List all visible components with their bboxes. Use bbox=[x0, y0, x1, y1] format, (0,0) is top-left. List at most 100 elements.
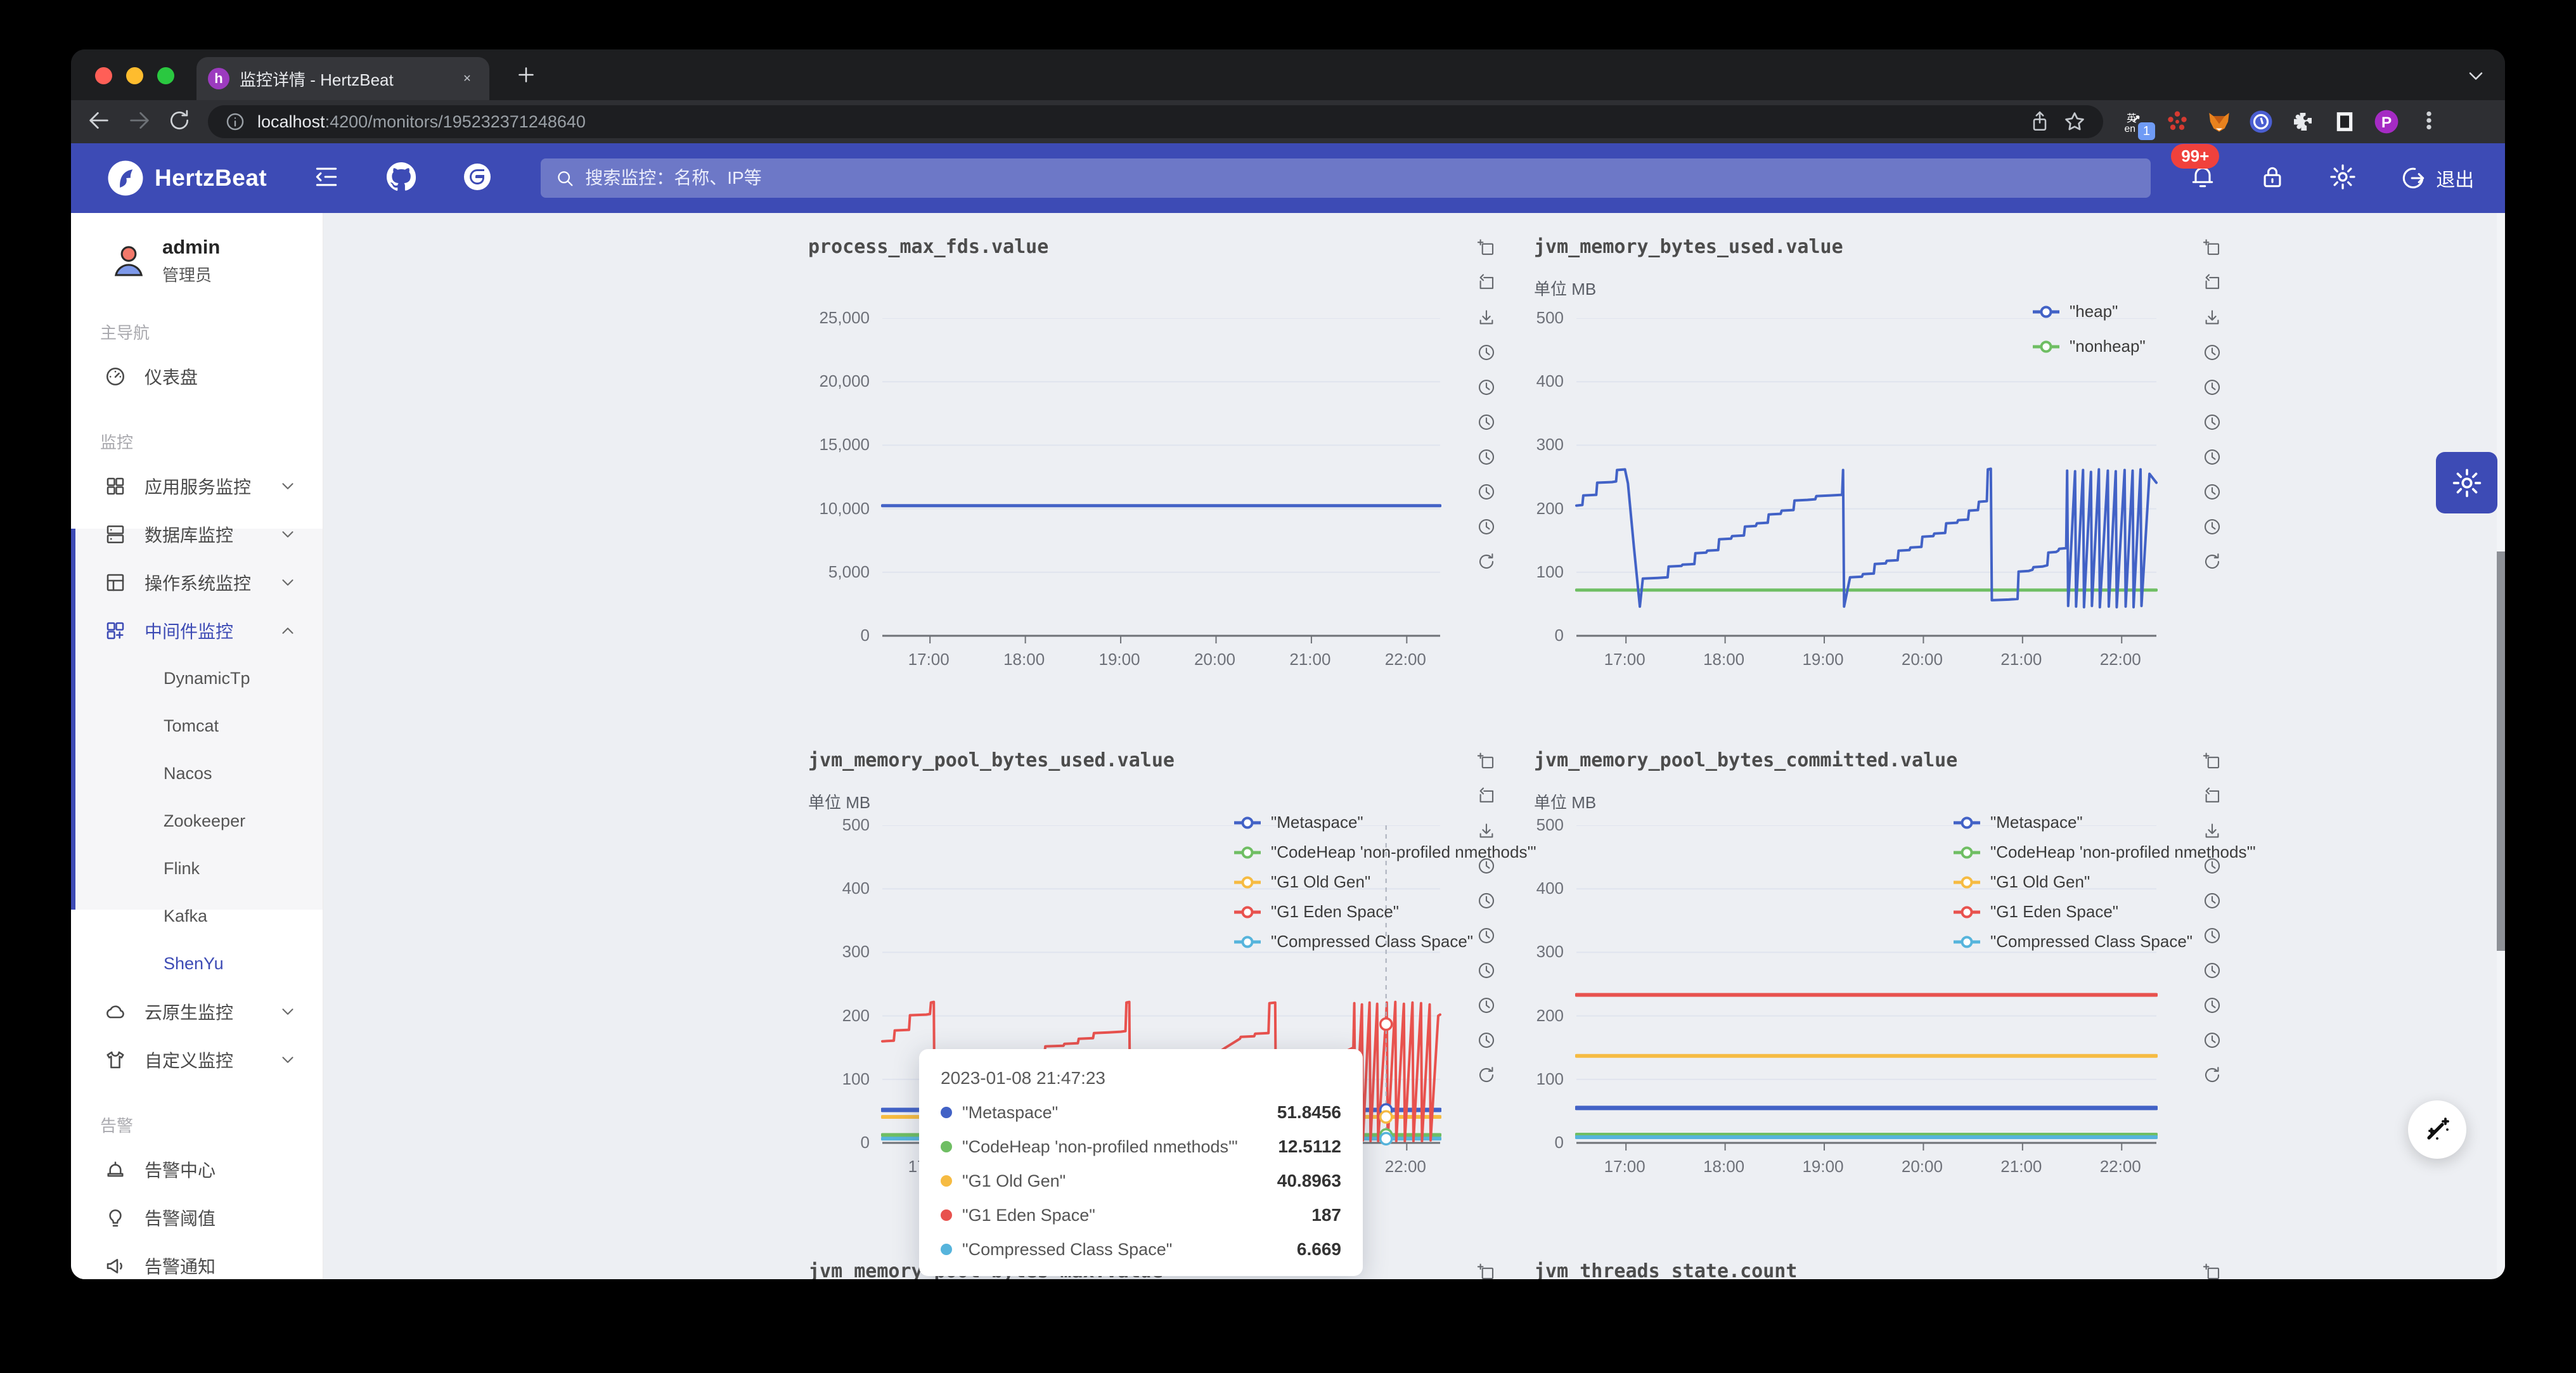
clock-icon[interactable] bbox=[2203, 482, 2222, 501]
notifications-button[interactable]: 99+ bbox=[2189, 163, 2217, 194]
legend-label: "heap" bbox=[2070, 302, 2118, 321]
sidebar-subitem-Zookeeper[interactable]: Zookeeper bbox=[71, 797, 323, 845]
clock-icon[interactable] bbox=[2203, 343, 2222, 362]
tab-close-icon[interactable]: ✕ bbox=[456, 72, 478, 85]
clock-icon[interactable] bbox=[1477, 343, 1496, 362]
close-window-button[interactable] bbox=[95, 67, 112, 84]
bookmark-star-icon[interactable] bbox=[2063, 110, 2087, 134]
clock-icon[interactable] bbox=[1477, 517, 1496, 536]
legend-item[interactable]: "heap" bbox=[2032, 294, 2146, 329]
sidebar-item-告警中心[interactable]: 告警中心 bbox=[71, 1145, 323, 1194]
restore-icon[interactable] bbox=[1477, 787, 1496, 806]
clock-icon[interactable] bbox=[2203, 856, 2222, 875]
address-bar[interactable]: localhost:4200/monitors/195232371248640 bbox=[208, 105, 2103, 138]
clock-icon[interactable] bbox=[1477, 961, 1496, 980]
share-icon[interactable] bbox=[2028, 110, 2051, 133]
clock-icon[interactable] bbox=[2203, 413, 2222, 432]
collapse-menu-button[interactable] bbox=[312, 163, 340, 194]
forward-button[interactable] bbox=[127, 108, 152, 136]
fox-extension-icon[interactable] bbox=[2206, 108, 2232, 135]
chart-plot-area[interactable] bbox=[1575, 318, 2158, 661]
clock-icon[interactable] bbox=[2203, 1031, 2222, 1050]
restore-icon[interactable] bbox=[2203, 787, 2222, 806]
restore-icon[interactable] bbox=[1477, 273, 1496, 292]
sidebar-subitem-Tomcat[interactable]: Tomcat bbox=[71, 702, 323, 750]
hertzbeat-brand[interactable]: HertzBeat bbox=[106, 159, 267, 197]
github-link-icon[interactable] bbox=[386, 162, 416, 195]
back-button[interactable] bbox=[86, 108, 112, 136]
sidebar-item-云原生监控[interactable]: 云原生监控 bbox=[71, 988, 323, 1036]
scrollbar-thumb[interactable] bbox=[2497, 551, 2505, 951]
download-icon[interactable] bbox=[2203, 822, 2222, 841]
frame-extension-icon[interactable] bbox=[2331, 108, 2358, 135]
restore-icon[interactable] bbox=[2203, 273, 2222, 292]
legend-label: "Compressed Class Space" bbox=[1990, 932, 2193, 951]
y-axis-tick-label: 300 bbox=[781, 942, 870, 962]
zoom-select-icon[interactable] bbox=[1477, 1263, 1496, 1279]
lock-button[interactable] bbox=[2258, 163, 2286, 194]
sidebar-subitem-DynamicTp[interactable]: DynamicTp bbox=[71, 655, 323, 702]
clock-icon[interactable] bbox=[2203, 961, 2222, 980]
sidebar-item-操作系统监控[interactable]: 操作系统监控 bbox=[71, 558, 323, 607]
refresh-icon[interactable] bbox=[2203, 1066, 2222, 1085]
chevron-down-icon bbox=[278, 1002, 297, 1021]
extension-badge: 1 bbox=[2138, 122, 2155, 140]
chart-unit-label: 单位 MB bbox=[1534, 790, 1596, 813]
search-input[interactable] bbox=[584, 167, 2137, 189]
minimize-window-button[interactable] bbox=[126, 67, 143, 84]
theme-settings-fab[interactable] bbox=[2436, 452, 2497, 513]
browser-menu-button[interactable] bbox=[2418, 109, 2440, 135]
refresh-icon[interactable] bbox=[2203, 552, 2222, 571]
clock-icon[interactable] bbox=[2203, 378, 2222, 397]
magic-wand-fab[interactable] bbox=[2408, 1100, 2466, 1159]
chart-title: jvm_memory_pool_bytes_used.value bbox=[808, 749, 1175, 771]
tab-search-chevron-icon[interactable] bbox=[2464, 65, 2487, 91]
y-axis-tick-label: 10,000 bbox=[781, 499, 870, 519]
x-axis-tick-label: 17:00 bbox=[1580, 1157, 1669, 1176]
clock-icon[interactable] bbox=[2203, 996, 2222, 1015]
blue-extension-icon[interactable] bbox=[2248, 108, 2274, 135]
zoom-window-button[interactable] bbox=[157, 67, 174, 84]
zoom-select-icon[interactable] bbox=[2203, 238, 2222, 257]
zoom-select-icon[interactable] bbox=[1477, 752, 1496, 771]
sidebar-item-中间件监控[interactable]: 中间件监控 bbox=[71, 607, 323, 655]
sidebar-item-告警通知[interactable]: 告警通知 bbox=[71, 1242, 323, 1279]
sidebar-subitem-Flink[interactable]: Flink bbox=[71, 845, 323, 893]
red-extension-icon[interactable] bbox=[2164, 108, 2191, 135]
sidebar-subitem-ShenYu[interactable]: ShenYu bbox=[71, 940, 323, 988]
clock-icon[interactable] bbox=[2203, 891, 2222, 910]
tooltip-series-dot bbox=[941, 1175, 952, 1187]
profile-avatar-icon[interactable]: P bbox=[2373, 108, 2400, 135]
clock-icon[interactable] bbox=[2203, 926, 2222, 945]
gitee-link-icon[interactable] bbox=[462, 162, 493, 195]
clock-icon[interactable] bbox=[2203, 517, 2222, 536]
sidebar-subitem-Kafka[interactable]: Kafka bbox=[71, 893, 323, 940]
clock-icon[interactable] bbox=[1477, 1031, 1496, 1050]
clock-icon[interactable] bbox=[1477, 856, 1496, 875]
sidebar-item-数据库监控[interactable]: 数据库监控 bbox=[71, 510, 323, 558]
reload-button[interactable] bbox=[167, 108, 191, 136]
zoom-select-icon[interactable] bbox=[2203, 752, 2222, 771]
puzzle-icon[interactable] bbox=[2289, 108, 2316, 135]
chart-plot-area[interactable] bbox=[881, 318, 1441, 661]
site-info-icon[interactable] bbox=[224, 111, 246, 132]
legend-item[interactable]: "nonheap" bbox=[2032, 329, 2146, 364]
sidebar-subitem-Nacos[interactable]: Nacos bbox=[71, 750, 323, 797]
clock-icon[interactable] bbox=[2203, 448, 2222, 467]
y-axis-tick-label: 0 bbox=[781, 1133, 870, 1152]
new-tab-button[interactable] bbox=[515, 63, 538, 89]
sidebar-item-自定义监控[interactable]: 自定义监控 bbox=[71, 1036, 323, 1084]
browser-tab[interactable]: h 监控详情 - HertzBeat ✕ bbox=[196, 57, 489, 100]
monitor-search-box[interactable] bbox=[541, 158, 2151, 198]
zoom-select-icon[interactable] bbox=[2203, 1263, 2222, 1279]
y-axis-tick-label: 20,000 bbox=[781, 371, 870, 391]
download-icon[interactable] bbox=[2203, 308, 2222, 327]
sidebar-item-仪表盘[interactable]: 仪表盘 bbox=[71, 352, 323, 401]
settings-button[interactable] bbox=[2328, 162, 2357, 195]
translate-extension-icon[interactable]: 英en1 bbox=[2122, 108, 2149, 135]
logout-button[interactable]: 退出 bbox=[2399, 164, 2474, 192]
clock-icon[interactable] bbox=[1477, 413, 1496, 432]
sidebar-item-告警阈值[interactable]: 告警阈值 bbox=[71, 1194, 323, 1242]
sidebar-item-应用服务监控[interactable]: 应用服务监控 bbox=[71, 462, 323, 510]
zoom-select-icon[interactable] bbox=[1477, 238, 1496, 257]
